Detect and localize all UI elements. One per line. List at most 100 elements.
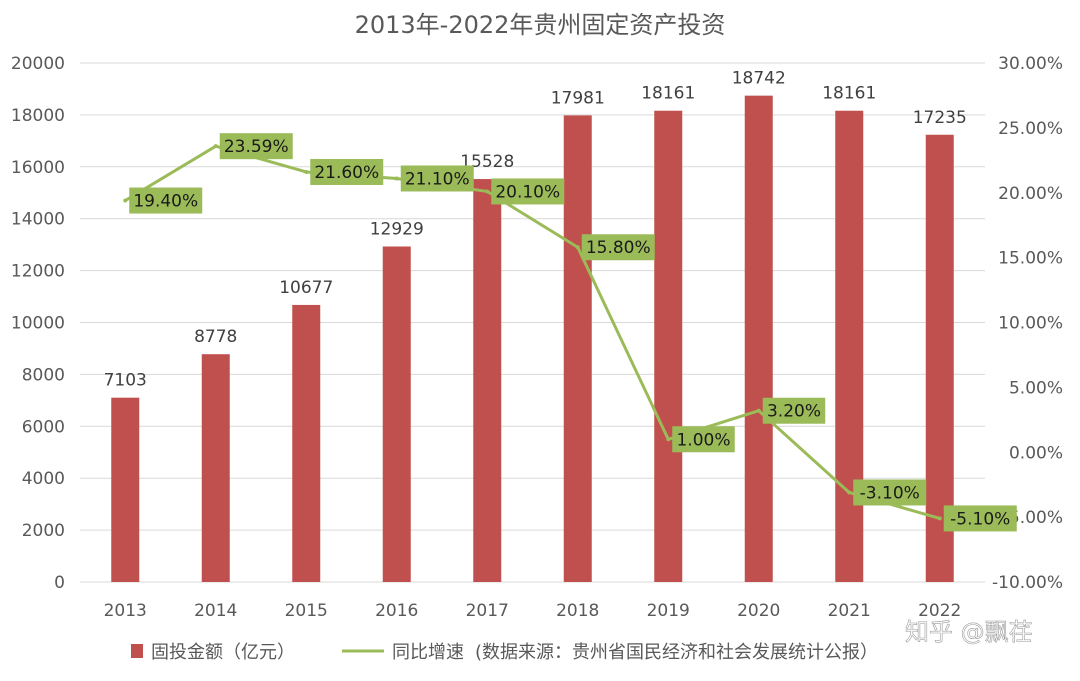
left-axis-tick-label: 8000	[22, 365, 65, 385]
right-axis-tick-label: 0.00%	[1009, 443, 1063, 463]
legend-bar-label: 固投金额（亿元）	[151, 642, 295, 663]
legend-bar-swatch	[131, 644, 143, 658]
bar-data-label: 7103	[104, 371, 147, 391]
left-axis-tick-label: 20000	[11, 54, 65, 74]
left-axis-tick-label: 12000	[11, 262, 65, 282]
bar	[382, 246, 411, 583]
line-data-label-text: 20.10%	[495, 182, 560, 202]
right-axis-tick-label: 20.00%	[998, 184, 1063, 204]
line-data-label-text: -3.10%	[860, 483, 920, 503]
line-data-label-text: 21.60%	[314, 163, 379, 183]
bar-data-label: 17235	[913, 108, 967, 128]
x-axis-ticks: 2013 2014 2015 2016 2017 2018 2019 2020 2021 2022	[104, 601, 962, 621]
bar-data-label: 18161	[641, 84, 695, 104]
line-point	[575, 245, 580, 250]
bar	[654, 110, 683, 583]
right-axis-tick-label: 25.00%	[998, 119, 1063, 139]
line-data-label-text: 1.00%	[676, 430, 730, 450]
line-data-labels: 19.40% 23.59% 21.60% 21.10% 20.10% 15.80% 1.00…	[129, 133, 1017, 532]
right-axis-tick-label: 10.00%	[998, 314, 1063, 334]
left-axis-tick-label: 16000	[11, 158, 65, 178]
line-data-label-text: -5.10%	[950, 509, 1010, 529]
line-data-label: 20.10%	[491, 178, 565, 205]
legend-source-note: (数据来源：贵州省国民经济和社会发展统计公报）	[475, 642, 878, 663]
x-axis-tick-label: 2022	[918, 601, 961, 621]
x-axis-tick-label: 2018	[556, 601, 599, 621]
right-axis-tick-label: -5.00%	[1003, 508, 1063, 528]
right-axis-tick-label: 30.00%	[998, 54, 1063, 74]
line-data-label: 15.80%	[581, 234, 655, 261]
left-axis-tick-label: 18000	[11, 106, 65, 126]
line-data-label-box	[762, 397, 826, 424]
bar-data-label: 17981	[551, 88, 605, 108]
bar-data-label: 10677	[279, 278, 333, 298]
line-data-label-box	[581, 234, 655, 261]
bar-series	[111, 95, 954, 583]
line-point	[304, 169, 309, 174]
bar	[292, 304, 321, 582]
left-axis-tick-label: 4000	[22, 469, 65, 489]
x-axis-tick-label: 2013	[104, 601, 147, 621]
x-axis-tick-label: 2014	[194, 601, 237, 621]
line-data-label-text: 3.20%	[767, 402, 821, 422]
bar-data-label: 12929	[370, 219, 424, 239]
bar-data-label: 8778	[194, 327, 237, 347]
line-data-label-box	[400, 165, 474, 192]
line-point	[666, 437, 671, 442]
x-axis-tick-label: 2019	[647, 601, 690, 621]
line-data-label-box	[672, 426, 735, 453]
legend: 固投金额（亿元） 同比增速 (数据来源：贵州省国民经济和社会发展统计公报）	[131, 642, 878, 663]
left-axis-ticks: 0 2000 4000 6000 8000 10000 12000 14000 16000 180…	[11, 54, 65, 593]
bar	[201, 354, 230, 582]
bar-data-label: 18742	[732, 69, 786, 89]
chart-title: 2013年-2022年贵州固定资产投资	[355, 11, 726, 39]
legend-line-label: 同比增速	[392, 642, 464, 663]
x-axis-tick-label: 2016	[375, 601, 418, 621]
line-point	[394, 176, 399, 181]
gridlines	[80, 62, 985, 583]
bar	[744, 95, 773, 582]
line-data-label-text: 23.59%	[224, 137, 289, 157]
line-data-label-box	[219, 133, 293, 160]
line-point	[213, 144, 218, 149]
line-point	[485, 189, 490, 194]
left-axis-tick-label: 10000	[11, 314, 65, 334]
left-axis-tick-label: 0	[54, 573, 65, 593]
x-axis-tick-label: 2015	[285, 601, 328, 621]
line-data-label: 21.60%	[310, 158, 384, 185]
right-axis-tick-label: 5.00%	[1009, 378, 1063, 398]
line-data-label: -5.10%	[943, 505, 1017, 532]
line-data-label-text: 15.80%	[586, 238, 651, 258]
bar	[835, 110, 864, 583]
line-data-label: 21.10%	[400, 165, 474, 192]
bar	[473, 179, 502, 582]
left-axis-tick-label: 2000	[22, 521, 65, 541]
line-point	[937, 516, 942, 521]
watermark: 知乎 @飘荏	[905, 618, 1033, 646]
bar	[111, 397, 140, 582]
right-axis-ticks: -10.00% -5.00% 0.00% 5.00% 10.00% 15.00% 20.00…	[992, 54, 1063, 593]
right-axis-tick-label: 15.00%	[998, 249, 1063, 269]
line-data-label-box	[853, 479, 927, 506]
left-axis-tick-label: 6000	[22, 417, 65, 437]
line-data-label-box	[491, 178, 565, 205]
bar-data-label: 18161	[822, 84, 876, 104]
x-axis-tick-label: 2021	[828, 601, 871, 621]
x-axis-tick-label: 2020	[737, 601, 780, 621]
line-data-label: 1.00%	[672, 426, 735, 453]
line-data-label-text: 21.10%	[405, 169, 470, 189]
line-data-label-box	[310, 158, 384, 185]
line-data-label: -3.10%	[853, 479, 927, 506]
line-point	[756, 408, 761, 413]
line-point	[123, 198, 128, 203]
bar	[563, 115, 592, 582]
line-data-label: 23.59%	[219, 133, 293, 160]
line-data-label-text: 19.40%	[133, 192, 198, 212]
right-axis-tick-label: -10.00%	[992, 573, 1063, 593]
line-data-label-box	[129, 187, 203, 214]
line-point	[847, 490, 852, 495]
line-data-label: 19.40%	[129, 187, 203, 214]
